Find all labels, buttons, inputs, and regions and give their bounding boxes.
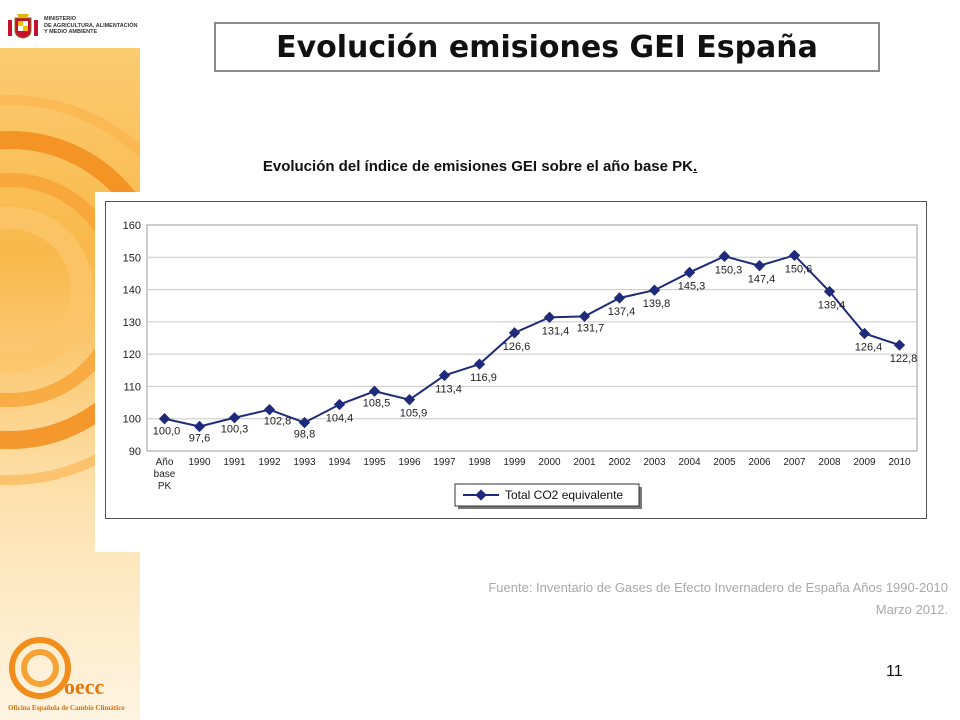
data-point bbox=[508, 327, 521, 339]
chart-caption: Evolución del índice de emisiones GEI so… bbox=[0, 158, 960, 175]
x-tick-label: Año base PK bbox=[154, 457, 176, 492]
x-tick-label: 2006 bbox=[748, 457, 771, 468]
data-label: 102,8 bbox=[264, 416, 292, 428]
y-tick-label: 110 bbox=[123, 381, 141, 393]
x-tick-label: 2009 bbox=[853, 457, 876, 468]
data-label: 126,4 bbox=[855, 341, 883, 353]
chart-caption-text: Evolución del índice de emisiones GEI so… bbox=[262, 158, 693, 175]
y-tick-label: 100 bbox=[123, 414, 141, 426]
x-tick-label: 2008 bbox=[818, 457, 841, 468]
data-label: 122,8 bbox=[890, 353, 918, 365]
title-box: Evolución emisiones GEI España bbox=[214, 22, 880, 72]
data-point bbox=[403, 394, 416, 406]
source-note: Fuente: Inventario de Gases de Efecto In… bbox=[488, 577, 948, 621]
data-label: 131,7 bbox=[577, 322, 605, 334]
x-tick-label: 1993 bbox=[293, 457, 316, 468]
data-label: 116,9 bbox=[470, 372, 497, 384]
x-tick-label: 1999 bbox=[503, 457, 526, 468]
data-label: 126,6 bbox=[503, 341, 531, 353]
y-tick-label: 90 bbox=[129, 446, 141, 458]
x-tick-label: 2002 bbox=[608, 457, 631, 468]
data-label: 104,4 bbox=[326, 413, 354, 425]
data-label: 131,4 bbox=[542, 325, 570, 337]
x-tick-label: 2000 bbox=[538, 457, 561, 468]
data-point bbox=[228, 412, 241, 424]
ministry-line-2: DE AGRICULTURA, ALIMENTACIÓN bbox=[44, 22, 138, 29]
x-tick-label: 1991 bbox=[223, 457, 246, 468]
data-point bbox=[298, 416, 311, 429]
chart-caption-trailing: . bbox=[692, 158, 698, 175]
x-tick-label: 2005 bbox=[713, 457, 736, 468]
x-tick-label: 1994 bbox=[328, 457, 351, 468]
data-point bbox=[473, 358, 486, 370]
data-label: 100,3 bbox=[221, 424, 249, 436]
y-tick-label: 130 bbox=[123, 317, 141, 329]
x-tick-label: 2001 bbox=[573, 457, 596, 468]
x-tick-label: 1997 bbox=[433, 457, 456, 468]
x-tick-label: 1992 bbox=[258, 457, 281, 468]
data-point bbox=[893, 339, 906, 351]
spain-crest-icon bbox=[8, 14, 38, 39]
x-tick-label: 2007 bbox=[783, 457, 806, 468]
x-tick-label: 2004 bbox=[678, 457, 701, 468]
data-label: 98,8 bbox=[294, 429, 315, 441]
data-label: 108,5 bbox=[363, 397, 391, 409]
series-line bbox=[164, 254, 900, 428]
x-tick-label: 2003 bbox=[643, 457, 666, 468]
legend-marker bbox=[475, 489, 487, 501]
data-label: 145,3 bbox=[678, 280, 706, 292]
data-label: 150,6 bbox=[785, 263, 813, 275]
legend-label: Total CO2 equivalente bbox=[505, 488, 623, 502]
data-point bbox=[158, 413, 171, 425]
ministry-logo: MINISTERIO DE AGRICULTURA, ALIMENTACIÓN … bbox=[6, 12, 138, 42]
y-tick-label: 160 bbox=[123, 220, 141, 232]
data-label: 147,4 bbox=[748, 274, 776, 286]
x-tick-label: 1996 bbox=[398, 457, 421, 468]
data-label: 137,4 bbox=[608, 306, 636, 318]
data-point bbox=[368, 385, 381, 397]
data-label: 105,9 bbox=[400, 408, 428, 420]
oecc-subtitle: Oficina Española de Cambio Climático bbox=[8, 704, 125, 712]
data-label: 97,6 bbox=[189, 432, 210, 444]
ministry-line-3: Y MEDIO AMBIENTE bbox=[44, 29, 98, 35]
line-chart: 90 100 110 120 130 140 150 160 Año base PK 1990 1991… bbox=[123, 220, 918, 509]
data-point bbox=[333, 398, 346, 411]
data-point bbox=[438, 369, 451, 382]
data-label: 113,4 bbox=[435, 383, 462, 395]
x-tick-label: 1990 bbox=[188, 457, 211, 468]
data-label: 150,3 bbox=[715, 264, 743, 276]
x-tick-label: 1995 bbox=[363, 457, 386, 468]
data-label: 139,4 bbox=[818, 300, 846, 312]
plot-area bbox=[146, 224, 918, 452]
y-tick-label: 150 bbox=[123, 252, 141, 264]
legend-box bbox=[454, 483, 640, 507]
x-tick-label: 2010 bbox=[888, 457, 911, 468]
y-tick-label: 140 bbox=[123, 285, 141, 297]
data-point bbox=[858, 327, 871, 340]
data-label: 100,0 bbox=[153, 426, 181, 438]
oecc-logo: oecc Oficina Española de Cambio Climátic… bbox=[8, 637, 125, 712]
oecc-name: oecc bbox=[64, 674, 105, 699]
oecc-ring-icon bbox=[9, 637, 71, 699]
source-line-1: Fuente: Inventario de Gases de Efecto In… bbox=[488, 580, 948, 595]
data-point bbox=[613, 292, 626, 304]
oecc-inner-ring-icon bbox=[21, 649, 59, 687]
page-number: 11 bbox=[886, 663, 903, 680]
data-point bbox=[543, 311, 556, 323]
ministry-line-1: MINISTERIO bbox=[44, 16, 77, 22]
source-line-2: Marzo 2012. bbox=[875, 602, 948, 617]
data-label: 139,8 bbox=[643, 298, 671, 310]
data-point bbox=[263, 404, 276, 416]
x-tick-label: 1998 bbox=[468, 457, 491, 468]
page-title: Evolución emisiones GEI España bbox=[276, 29, 818, 65]
y-tick-label: 120 bbox=[123, 349, 141, 361]
